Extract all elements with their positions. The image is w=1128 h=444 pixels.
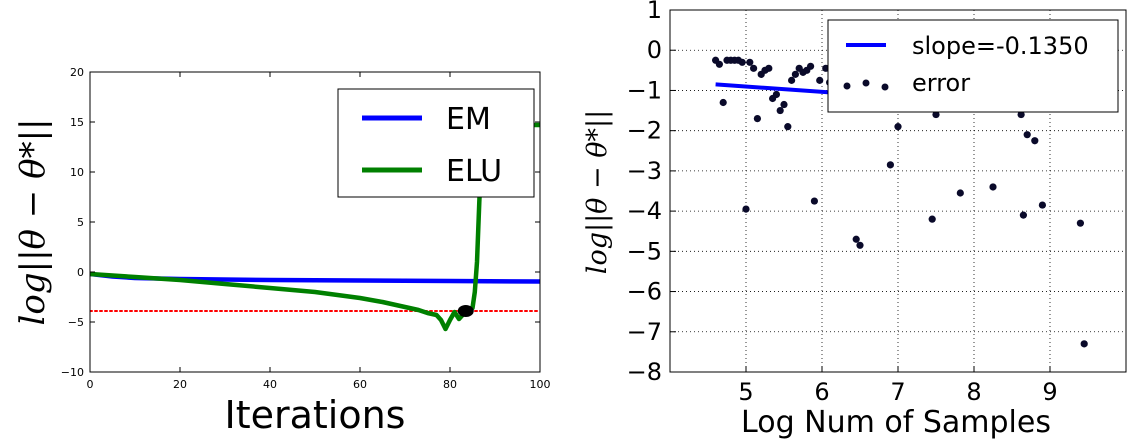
left-x-tick-label: 100 bbox=[530, 378, 551, 391]
error-point bbox=[886, 161, 895, 169]
error-point bbox=[784, 123, 792, 131]
right-legend: slope=-0.1350 error bbox=[827, 19, 1119, 113]
error-point bbox=[932, 110, 940, 119]
right-x-tick-label: 5 bbox=[738, 378, 753, 406]
error-point bbox=[738, 58, 746, 66]
error-point bbox=[989, 183, 997, 191]
legend-error-label: error bbox=[912, 69, 970, 97]
left-x-axis-label: Iterations bbox=[225, 393, 406, 437]
error-point bbox=[816, 76, 824, 84]
left-y-tick-label: 5 bbox=[77, 216, 84, 229]
left-x-tick-label: 80 bbox=[443, 378, 457, 391]
right-y-tick-label: 1 bbox=[647, 0, 662, 24]
error-point bbox=[807, 62, 815, 70]
right-y-tick-label: −7 bbox=[627, 318, 662, 346]
right-x-axis-label: Log Num of Samples bbox=[741, 405, 1051, 440]
right-x-tick-label: 7 bbox=[890, 378, 905, 406]
error-point bbox=[742, 205, 750, 213]
right-y-tick-label: −4 bbox=[627, 197, 662, 225]
error-point bbox=[852, 235, 860, 243]
error-point bbox=[772, 90, 781, 99]
left-x-tick-label: 20 bbox=[173, 378, 187, 391]
error-point bbox=[791, 70, 800, 78]
legend-slope-label: slope=-0.1350 bbox=[912, 32, 1089, 60]
error-point bbox=[750, 64, 758, 72]
error-point bbox=[894, 123, 902, 131]
legend-elu-label: ELU bbox=[446, 154, 502, 189]
left-y-tick-label: 0 bbox=[77, 266, 84, 279]
left-legend-box bbox=[337, 88, 535, 198]
error-point bbox=[856, 241, 864, 249]
left-x-tick-label: 40 bbox=[263, 378, 277, 391]
legend-error-dot-2 bbox=[862, 79, 870, 87]
left-y-tick-label: 15 bbox=[70, 116, 84, 129]
right-y-tick-label: −2 bbox=[627, 117, 662, 145]
right-scatter-points bbox=[712, 56, 1088, 348]
error-point bbox=[1031, 137, 1039, 145]
left-y-tick-label: 20 bbox=[70, 66, 84, 79]
error-point bbox=[956, 189, 964, 197]
right-y-tick-label: −8 bbox=[627, 358, 662, 386]
error-point bbox=[715, 60, 724, 68]
legend-error-dot-1 bbox=[843, 82, 851, 90]
left-chart: 0 20 40 60 80 100 −10 −5 0 5 10 15 20 Iterations log… bbox=[13, 66, 551, 437]
left-y-tick-label: 10 bbox=[70, 166, 84, 179]
left-x-tick-label: 0 bbox=[87, 378, 94, 391]
right-y-tick-label: −6 bbox=[627, 278, 662, 306]
left-y-axis-label: log||θ − θ*|| bbox=[13, 119, 53, 326]
left-legend: EM ELU bbox=[337, 88, 535, 198]
right-y-tick-label: −3 bbox=[627, 157, 662, 185]
error-point bbox=[753, 115, 762, 123]
error-point bbox=[765, 64, 773, 72]
left-y-tick-label: −5 bbox=[68, 316, 84, 329]
error-point bbox=[788, 76, 796, 84]
right-y-tick-label: 0 bbox=[647, 36, 662, 64]
left-y-tick-label: −10 bbox=[61, 366, 84, 379]
right-x-tick-label: 9 bbox=[1042, 378, 1057, 406]
right-y-tick-label: −1 bbox=[627, 76, 662, 104]
highlight-marker bbox=[457, 305, 474, 317]
error-point bbox=[1038, 201, 1046, 209]
error-point bbox=[1080, 340, 1088, 348]
left-x-tick-label: 60 bbox=[353, 378, 367, 391]
right-y-axis-label: log||θ − θ*|| bbox=[582, 110, 613, 274]
left-axis-ticks: 0 20 40 60 80 100 −10 −5 0 5 10 15 20 bbox=[61, 66, 551, 391]
right-y-tick-label: −5 bbox=[627, 237, 662, 265]
right-x-tick-label: 6 bbox=[814, 378, 829, 406]
right-chart: 5 6 7 8 9 −8 −7 −6 −5 −4 −3 −2 −1 0 1 Log Num of Sampl… bbox=[582, 0, 1127, 440]
legend-error-dot-3 bbox=[881, 83, 889, 91]
error-point bbox=[1017, 110, 1025, 119]
error-point bbox=[1023, 131, 1031, 139]
right-legend-box bbox=[827, 19, 1119, 113]
right-axis-ticks: 5 6 7 8 9 −8 −7 −6 −5 −4 −3 −2 −1 0 1 bbox=[627, 0, 1058, 406]
error-point bbox=[1076, 219, 1084, 227]
left-plot-markers bbox=[457, 305, 474, 317]
right-x-tick-label: 8 bbox=[966, 378, 981, 406]
error-point bbox=[776, 106, 784, 115]
error-point bbox=[780, 100, 788, 109]
error-point bbox=[810, 197, 819, 205]
legend-em-label: EM bbox=[446, 102, 491, 137]
error-point bbox=[928, 215, 936, 223]
error-point bbox=[1019, 211, 1027, 219]
error-point bbox=[719, 98, 727, 107]
error-point bbox=[746, 58, 754, 66]
